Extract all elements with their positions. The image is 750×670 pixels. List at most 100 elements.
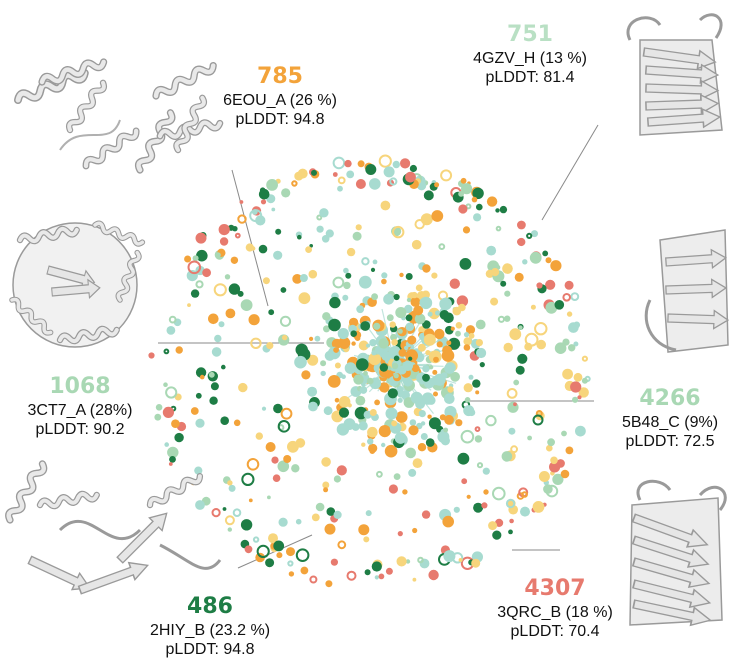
network-node <box>319 208 329 218</box>
network-node <box>536 339 546 350</box>
network-node <box>368 352 382 366</box>
network-node <box>365 164 377 175</box>
network-node <box>549 461 561 473</box>
network-node <box>413 305 424 316</box>
network-node <box>301 370 311 380</box>
network-node <box>440 169 453 182</box>
network-node <box>261 406 267 411</box>
network-node <box>431 272 438 279</box>
network-node <box>287 440 299 453</box>
network-node <box>278 517 288 527</box>
network-node <box>522 259 528 265</box>
network-node <box>219 237 229 246</box>
network-node <box>346 170 355 179</box>
network-node <box>476 203 483 211</box>
network-node <box>406 297 412 303</box>
network-node <box>273 540 285 552</box>
network-node <box>486 196 498 207</box>
network-node <box>433 391 438 397</box>
network-node <box>291 180 298 187</box>
network-node <box>238 382 248 393</box>
network-node <box>224 515 235 526</box>
network-node <box>361 257 370 266</box>
network-node <box>320 360 327 367</box>
network-node <box>195 367 207 378</box>
network-node <box>332 156 346 170</box>
network-node <box>434 182 440 188</box>
network-node <box>381 278 387 285</box>
network-node <box>345 272 352 279</box>
network-node <box>529 251 542 264</box>
network-node <box>370 267 376 272</box>
network-node <box>292 274 303 284</box>
network-node <box>463 337 472 346</box>
network-node <box>509 518 514 524</box>
network-node <box>208 371 215 378</box>
network-node <box>527 435 532 441</box>
network-node <box>473 213 482 222</box>
network-node <box>322 481 330 489</box>
network-node <box>447 386 454 393</box>
network-node <box>395 411 408 423</box>
network-node <box>472 187 484 199</box>
network-node <box>428 417 441 430</box>
network-node <box>410 297 421 307</box>
network-node <box>497 315 505 323</box>
network-node <box>530 304 536 310</box>
network-node <box>347 403 352 408</box>
network-node <box>365 510 372 517</box>
network-node <box>397 328 403 334</box>
network-node <box>572 396 579 403</box>
network-node <box>463 383 473 393</box>
network-node <box>294 355 307 369</box>
cluster-id: 4266 <box>639 386 701 411</box>
network-node <box>486 245 497 256</box>
network-node <box>297 234 302 240</box>
network-node <box>509 328 522 341</box>
network-node <box>233 419 241 427</box>
network-node <box>483 489 489 495</box>
network-node <box>532 414 544 426</box>
network-node <box>338 407 350 418</box>
cluster-label-486: 486 2HIY_B (23.2 %) pLDDT: 94.8 <box>130 594 290 660</box>
network-node <box>409 419 417 426</box>
network-node <box>573 341 579 347</box>
network-node <box>545 301 558 314</box>
protein-id: 4GZV_H (13 %) <box>473 49 587 67</box>
network-node <box>237 290 244 297</box>
network-node <box>240 519 253 531</box>
cluster-label-4266: 4266 5B48_C (9%) pLDDT: 72.5 <box>590 386 750 452</box>
network-node <box>443 550 456 563</box>
network-node <box>281 188 291 198</box>
network-node <box>361 442 366 447</box>
network-node <box>378 573 385 580</box>
network-node <box>564 280 574 290</box>
network-node <box>190 289 200 298</box>
network-node <box>412 577 417 582</box>
network-node <box>341 374 346 380</box>
network-node <box>225 308 236 319</box>
network-node <box>443 427 449 433</box>
network-node <box>187 303 191 307</box>
network-node <box>273 403 283 414</box>
protein-id: 2HIY_B (23.2 %) <box>149 621 271 639</box>
network-node <box>393 355 400 362</box>
network-node <box>421 290 430 299</box>
network-node <box>392 160 400 169</box>
plddt-value: pLDDT: 81.4 <box>485 69 575 87</box>
network-node <box>420 213 433 226</box>
network-node <box>280 287 287 293</box>
network-node <box>163 382 168 388</box>
network-node <box>398 349 407 357</box>
protein-id: 3CT7_A (28%) <box>27 401 133 419</box>
network-node <box>184 255 192 263</box>
network-node <box>581 355 589 362</box>
network-node <box>501 451 513 462</box>
network-node <box>325 580 333 588</box>
network-node <box>408 356 413 361</box>
network-node <box>358 275 372 289</box>
plddt-value: pLDDT: 94.8 <box>235 111 325 129</box>
network-node <box>411 239 422 250</box>
network-node <box>444 414 454 425</box>
network-node <box>352 231 362 241</box>
